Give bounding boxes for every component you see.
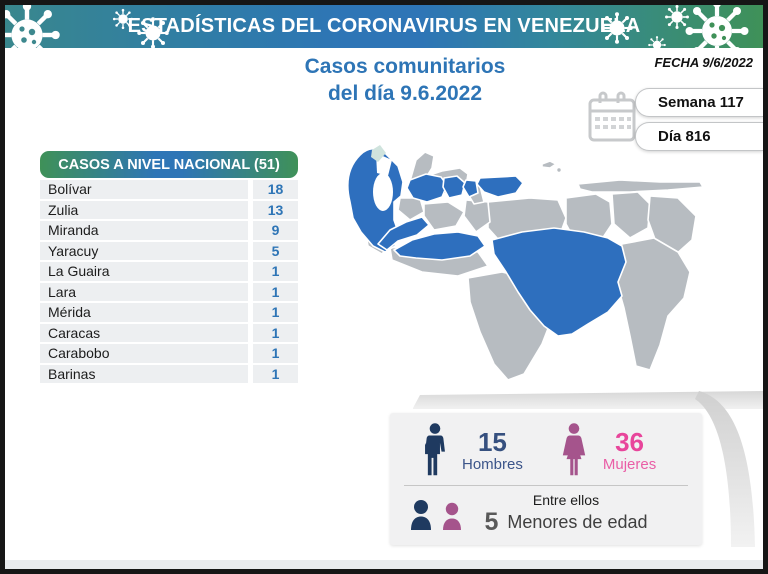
header-title: ESTADÍSTICAS DEL CORONAVIRUS EN VENEZUEL… xyxy=(127,15,641,37)
state-carabobo-highlighted xyxy=(462,179,479,198)
state-cases: 9 xyxy=(253,221,298,240)
state-cases: 5 xyxy=(253,241,298,260)
state-cases: 13 xyxy=(253,200,298,219)
bottom-strip xyxy=(5,560,763,569)
men-stat: 15 Hombres xyxy=(462,427,523,474)
state-merida-highlighted xyxy=(377,216,430,251)
fecha-date-label: FECHA 9/6/2022 xyxy=(654,55,753,70)
calendar-icon xyxy=(588,91,636,142)
cases-table-header: CASOS A NIVEL NACIONAL (51) xyxy=(40,151,298,178)
state-cases: 1 xyxy=(253,323,298,342)
page-title: Casos comunitarios del día 9.6.2022 xyxy=(240,53,570,107)
state-name: La Guaira xyxy=(40,262,248,281)
state-cases: 1 xyxy=(253,303,298,322)
guajira-peninsula xyxy=(371,145,386,162)
week-badge: Semana 117 xyxy=(635,88,763,117)
women-count: 36 xyxy=(615,427,644,457)
state-cases: 1 xyxy=(253,282,298,301)
table-row: Bolívar 18 xyxy=(40,180,298,199)
state-monagas xyxy=(611,191,651,239)
women-label: Mujeres xyxy=(602,456,657,473)
children-icons xyxy=(411,499,461,530)
state-coche xyxy=(555,166,563,174)
table-row: Lara 1 xyxy=(40,282,298,301)
table-row: Yaracuy 5 xyxy=(40,241,298,260)
state-lara-highlighted xyxy=(406,173,448,203)
state-cases: 18 xyxy=(253,180,298,199)
minors-row: Entre ellos 5 Menores de edad xyxy=(390,486,702,537)
header-band: ESTADÍSTICAS DEL CORONAVIRUS EN VENEZUEL… xyxy=(5,5,763,48)
page-curl-shadow xyxy=(695,391,755,547)
page-title-line2: del día 9.6.2022 xyxy=(327,82,483,105)
state-cases: 1 xyxy=(253,364,298,383)
state-name: Bolívar xyxy=(40,180,248,199)
minors-intro: Entre ellos xyxy=(532,492,600,508)
gender-row: 15 Hombres 36 Mujeres xyxy=(390,413,702,481)
state-cases: 1 xyxy=(253,344,298,363)
state-name: Mérida xyxy=(40,303,248,322)
state-yaracuy-highlighted xyxy=(442,175,466,199)
state-cases: 1 xyxy=(253,262,298,281)
cases-table: CASOS A NIVEL NACIONAL (51) Bolívar 18 Zu… xyxy=(40,151,298,383)
minors-label: Menores de edad xyxy=(507,512,648,532)
table-row: Carabobo 1 xyxy=(40,344,298,363)
table-row: Miranda 9 xyxy=(40,221,298,240)
table-row: La Guaira 1 xyxy=(40,262,298,281)
state-margarita xyxy=(541,160,557,169)
state-name: Yaracuy xyxy=(40,241,248,260)
man-icon xyxy=(425,423,445,476)
venezuela-choropleth-map xyxy=(347,145,704,381)
state-name: Carabobo xyxy=(40,344,248,363)
minors-count: 5 xyxy=(484,508,499,536)
state-name: Lara xyxy=(40,282,248,301)
table-row: Mérida 1 xyxy=(40,303,298,322)
table-row: Zulia 13 xyxy=(40,200,298,219)
minors-text: Entre ellos 5 Menores de edad xyxy=(470,492,662,537)
state-cojedes xyxy=(463,199,491,233)
men-label: Hombres xyxy=(462,456,523,473)
table-row: Caracas 1 xyxy=(40,323,298,342)
page-title-line1: Casos comunitarios xyxy=(304,55,506,78)
women-stat: 36 Mujeres xyxy=(602,427,657,474)
state-name: Caracas xyxy=(40,323,248,342)
state-barinas-highlighted xyxy=(393,231,486,261)
panel-fold-shadow xyxy=(413,391,763,409)
men-count: 15 xyxy=(477,427,507,457)
state-sucre xyxy=(577,179,704,193)
state-miranda-highlighted xyxy=(476,175,524,198)
table-row: Barinas 1 xyxy=(40,364,298,383)
woman-icon xyxy=(562,423,586,476)
state-name: Zulia xyxy=(40,200,248,219)
lake-maracaibo xyxy=(373,173,393,211)
panel-divider xyxy=(404,485,688,486)
state-name: Miranda xyxy=(40,221,248,240)
state-bolivar-highlighted xyxy=(491,227,627,337)
gender-stats-panel: 15 Hombres 36 Mujeres xyxy=(390,413,702,545)
state-portuguesa xyxy=(423,201,465,231)
day-badge: Día 816 xyxy=(635,122,763,151)
state-trujillo xyxy=(397,197,425,221)
state-name: Barinas xyxy=(40,364,248,383)
